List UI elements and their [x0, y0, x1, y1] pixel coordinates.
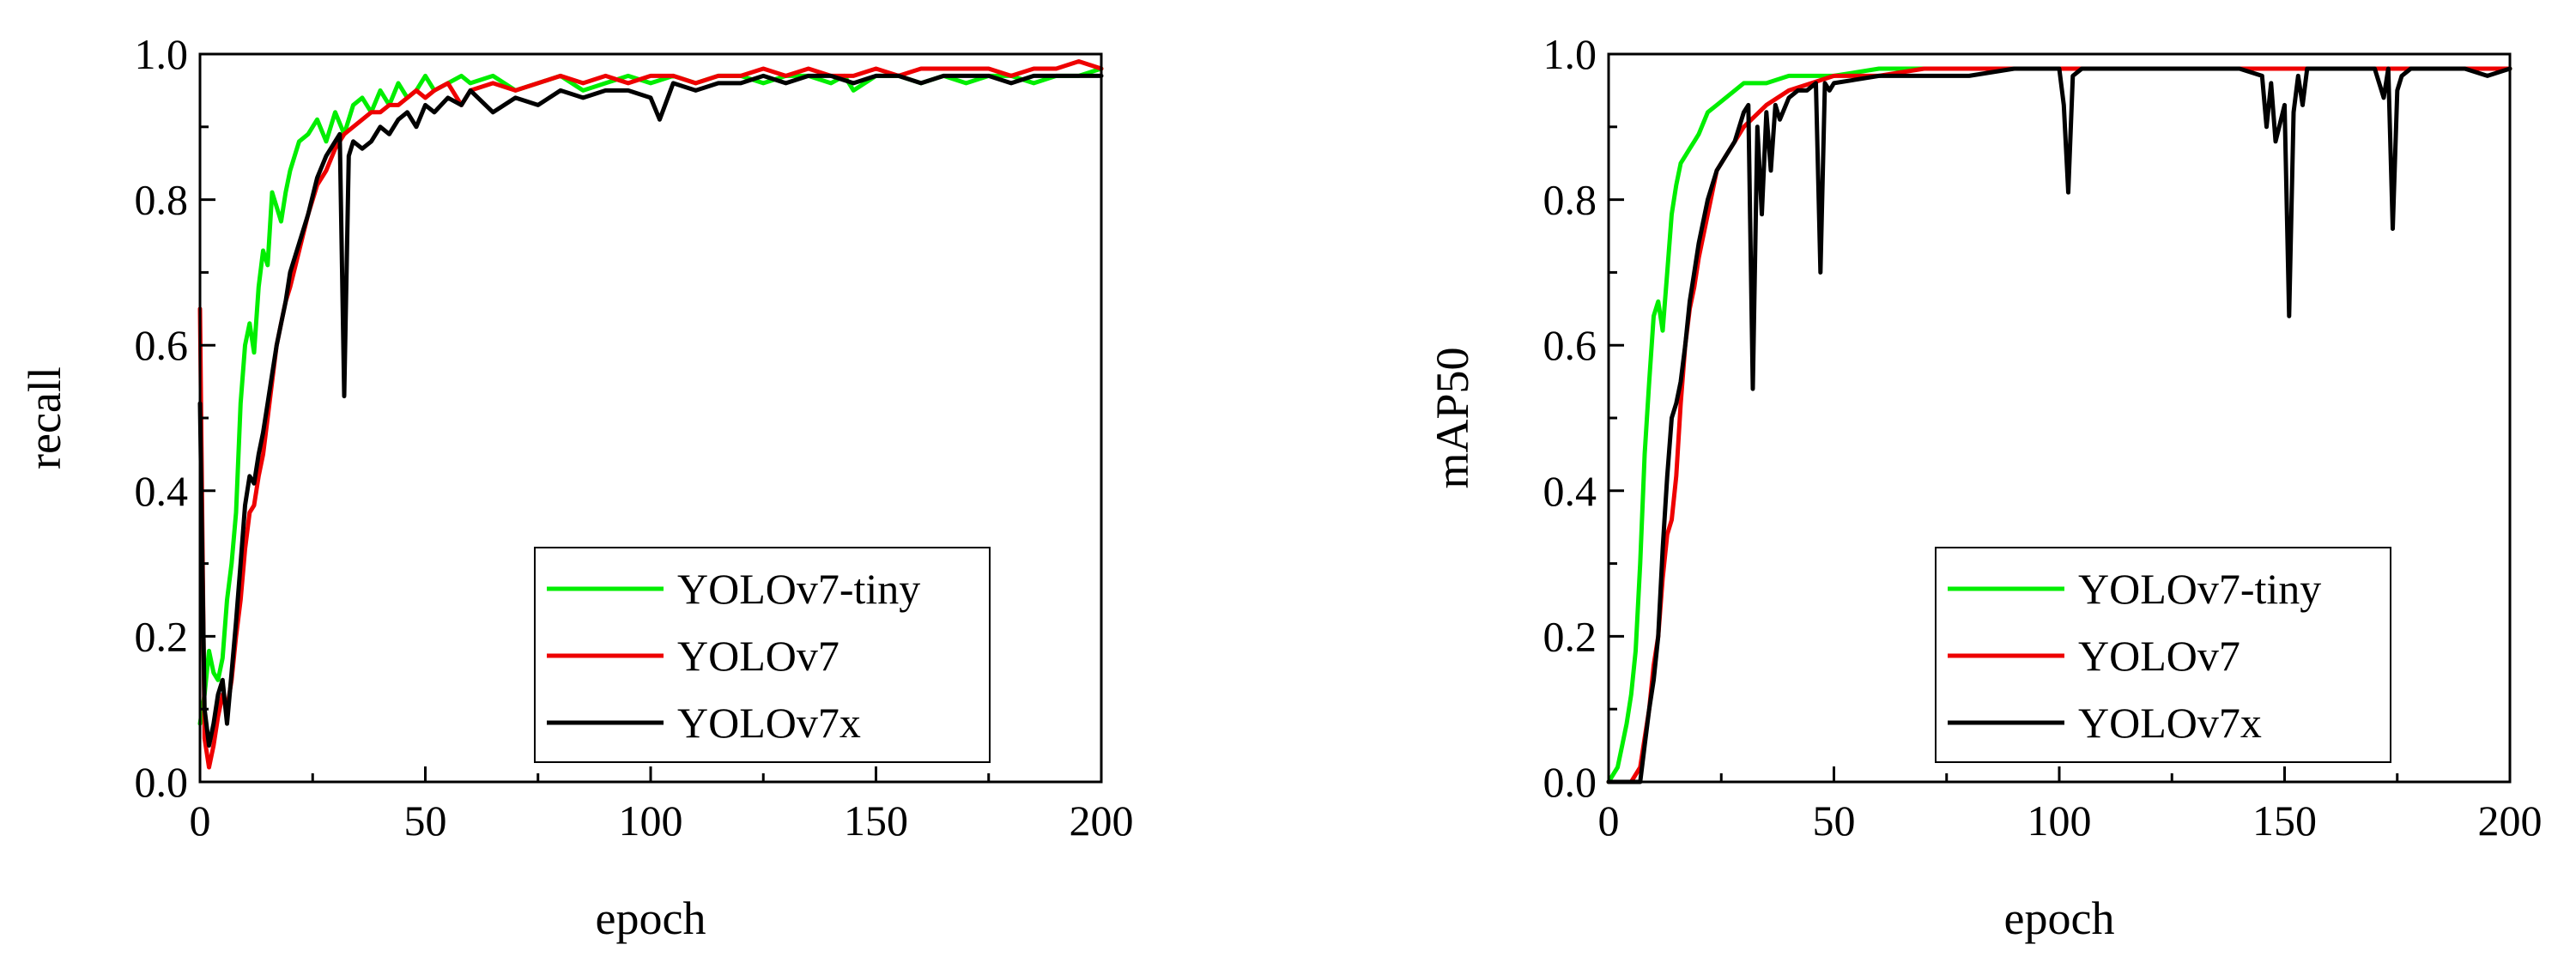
legend-label: YOLOv7-tiny — [2078, 565, 2321, 613]
legend-label: YOLOv7 — [2078, 632, 2240, 680]
legend-label: YOLOv7x — [677, 699, 861, 747]
series-line-yolov7x — [1606, 66, 2512, 784]
legend-label: YOLOv7-tiny — [677, 565, 920, 613]
x-tick-label: 150 — [844, 796, 908, 845]
legend-label: YOLOv7 — [677, 632, 839, 680]
y-axis-title: recall — [19, 366, 70, 469]
y-tick-label: 0.2 — [1543, 612, 1597, 660]
series-lines — [1606, 66, 2512, 784]
legend-label: YOLOv7x — [2078, 699, 2262, 747]
y-tick-label: 0.2 — [135, 612, 189, 660]
y-tick-label: 0.4 — [1543, 467, 1597, 515]
x-tick-label: 50 — [404, 796, 447, 845]
series-line-yolov7 — [197, 59, 1104, 770]
chart-recall: 0 50 100 150 200 0.0 0.2 0.4 0.6 0.8 1.0 epoch recal… — [19, 30, 1134, 944]
x-tick-label: 0 — [1598, 796, 1620, 845]
y-tick-label: 0.4 — [135, 467, 189, 515]
chart-mAP50: 0 50 100 150 200 0.0 0.2 0.4 0.6 0.8 1.0 epoch mAP50… — [1427, 30, 2543, 944]
y-tick-label: 0.8 — [1543, 176, 1597, 224]
x-axis-title: epoch — [2004, 893, 2115, 944]
y-tick-label: 1.0 — [135, 30, 189, 78]
x-axis-title: epoch — [596, 893, 706, 944]
series-line-yolov7x — [197, 73, 1104, 748]
y-tick-label: 0.6 — [1543, 321, 1597, 369]
y-tick-label: 1.0 — [1543, 30, 1597, 78]
y-axis-title: mAP50 — [1427, 347, 1478, 488]
y-tick-label: 0.0 — [135, 758, 189, 806]
legend: YOLOv7-tiny YOLOv7 YOLOv7x — [534, 547, 991, 763]
y-tick-label: 0.6 — [135, 321, 189, 369]
y-tick-label: 0.0 — [1543, 758, 1597, 806]
x-tick-label: 50 — [1813, 796, 1856, 845]
series-lines — [197, 59, 1104, 770]
y-tick-label: 0.8 — [135, 176, 189, 224]
x-tick-label: 100 — [2027, 796, 2092, 845]
x-tick-label: 150 — [2252, 796, 2317, 845]
legend: YOLOv7-tiny YOLOv7 YOLOv7x — [1935, 547, 2391, 763]
x-tick-label: 100 — [619, 796, 683, 845]
x-tick-label: 0 — [190, 796, 211, 845]
x-tick-label: 200 — [2478, 796, 2543, 845]
x-tick-label: 200 — [1070, 796, 1134, 845]
